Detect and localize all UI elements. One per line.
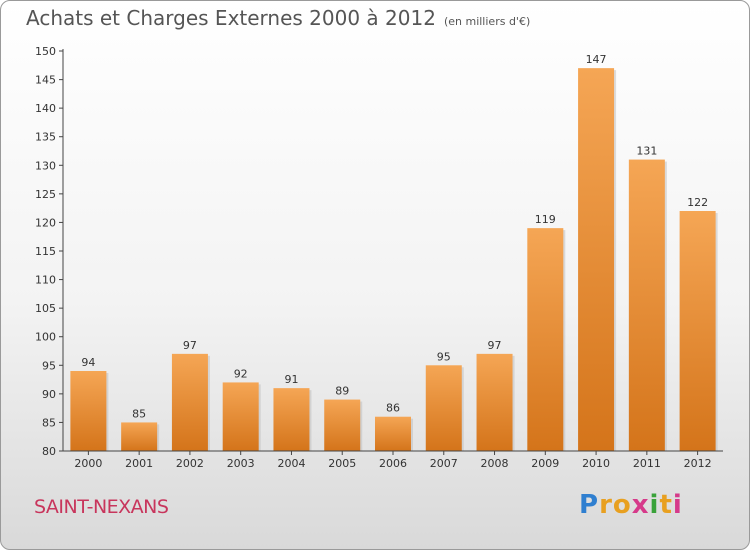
bar-2012[interactable] (679, 211, 716, 451)
data-label: 94 (81, 356, 95, 369)
data-label: 131 (636, 145, 657, 158)
y-tick-label: 150 (35, 45, 56, 58)
x-tick-label: 2012 (684, 457, 712, 470)
x-tick-label: 2001 (125, 457, 153, 470)
y-tick-label: 145 (35, 74, 56, 87)
data-label: 95 (437, 350, 451, 363)
x-tick-label: 2005 (328, 457, 356, 470)
bar-2001[interactable] (121, 422, 158, 451)
x-tick-label: 2003 (227, 457, 255, 470)
y-tick-label: 110 (35, 274, 56, 287)
data-label: 86 (386, 402, 400, 415)
data-label: 91 (284, 373, 298, 386)
y-tick-label: 125 (35, 188, 56, 201)
bars-group: 94 85 97 92 91 89 86 95 97 119 147 131 122 (70, 53, 718, 452)
bar-2008[interactable] (476, 353, 513, 451)
bar-2007[interactable] (425, 365, 462, 451)
logo-letter: o (612, 490, 632, 520)
logo-letter: r (599, 490, 613, 520)
data-label: 97 (488, 339, 502, 352)
bar-2004[interactable] (273, 388, 310, 451)
y-tick-label: 90 (42, 388, 56, 401)
y-tick-label: 130 (35, 159, 56, 172)
y-tick-label: 140 (35, 102, 56, 115)
logo-letter: i (672, 490, 683, 520)
data-label: 122 (687, 196, 708, 209)
x-tick-label: 2010 (582, 457, 610, 470)
x-tick-label: 2002 (176, 457, 204, 470)
bar-2009[interactable] (527, 228, 564, 451)
bar-2011[interactable] (628, 159, 665, 452)
data-label: 92 (234, 367, 248, 380)
data-label: 89 (335, 385, 349, 398)
chart-title: Achats et Charges Externes 2000 à 2012 (e… (26, 6, 530, 30)
proxiti-logo[interactable]: Proxiti (579, 490, 683, 520)
bar-2006[interactable] (375, 416, 411, 451)
unit-note: (en milliers d'€) (443, 15, 531, 28)
logo-letter: t (659, 490, 673, 520)
data-label: 85 (132, 407, 146, 420)
axes-group: 2000 2001 2002 2003 2004 2005 2006 2007 2008 2009… (35, 45, 723, 470)
data-label: 97 (183, 339, 197, 352)
logo-letter: x (631, 490, 650, 520)
y-tick-label: 115 (35, 245, 56, 258)
bar-2010[interactable] (578, 68, 615, 452)
x-tick-label: 2007 (430, 457, 458, 470)
x-tick-label: 2004 (277, 457, 305, 470)
x-tick-label: 2006 (379, 457, 407, 470)
bar-2002[interactable] (171, 353, 208, 451)
x-tick-label: 2009 (531, 457, 559, 470)
y-tick-label: 135 (35, 131, 56, 144)
data-label: 147 (586, 53, 607, 66)
data-label: 119 (535, 213, 556, 226)
y-tick-label: 95 (42, 359, 56, 372)
y-tick-label: 105 (35, 302, 56, 315)
y-tick-label: 100 (35, 331, 56, 344)
logo-letter: P (579, 490, 600, 520)
bar-2005[interactable] (324, 399, 361, 451)
title-text: Achats et Charges Externes 2000 à 2012 (26, 6, 436, 30)
logo-letter: i (649, 490, 660, 520)
y-tick-label: 80 (42, 445, 56, 458)
y-tick-label: 120 (35, 216, 56, 229)
x-tick-label: 2008 (481, 457, 509, 470)
x-tick-label: 2011 (633, 457, 661, 470)
y-tick-label: 85 (42, 416, 56, 429)
bar-2003[interactable] (222, 382, 259, 451)
bar-2000[interactable] (70, 371, 107, 451)
x-tick-label: 2000 (74, 457, 102, 470)
commune-name: SAINT-NEXANS (34, 496, 169, 518)
